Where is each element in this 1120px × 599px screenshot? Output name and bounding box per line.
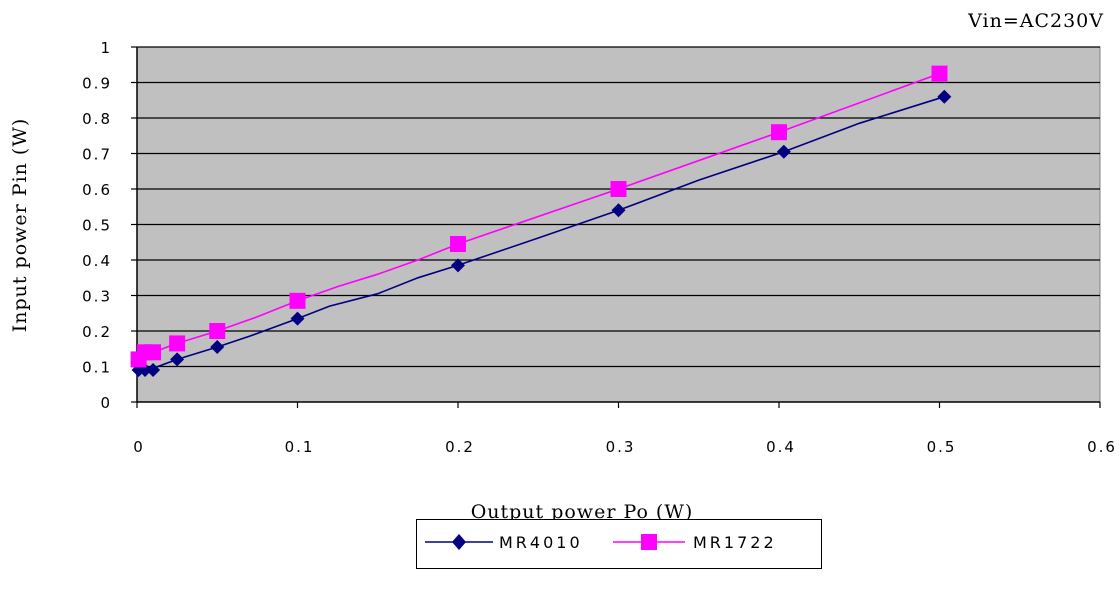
x-axis-label: Output power Po (W) (471, 501, 694, 523)
y-tick-label: 0.1 (82, 359, 112, 377)
data-point (931, 65, 948, 82)
y-axis-label: Input power Pin (W) (9, 118, 31, 333)
y-tick-label: 0.9 (82, 75, 112, 93)
series-group (130, 65, 952, 378)
data-point (209, 323, 226, 339)
y-tick-label: 0.3 (82, 288, 112, 306)
legend-item-mr1722: MR1722 (613, 533, 777, 552)
data-point (610, 181, 627, 197)
gridlines (137, 46, 1100, 368)
axes: 0 0.1 0.2 0.3 0.4 0.5 0.6 0.7 0.8 0.9 1 0 0.1 0.2 0.3 0… (82, 39, 1117, 456)
condition-note: Vin=AC230V (968, 10, 1104, 32)
series-line-mr4010 (138, 95, 945, 371)
diamond-marker-icon (452, 534, 466, 550)
legend-label-mr4010: MR4010 (499, 533, 583, 552)
y-tick-label: 1 (100, 39, 112, 57)
square-marker-icon (641, 534, 657, 550)
data-point (937, 89, 952, 104)
legend-label-mr1722: MR1722 (693, 533, 777, 552)
y-tick-label: 0.5 (82, 217, 112, 235)
data-point (450, 236, 466, 253)
y-tick-label: 0.8 (82, 110, 112, 128)
x-tick-label: 0.4 (766, 438, 796, 456)
x-tick-label: 0.6 (1087, 438, 1117, 456)
y-tick-label: 0.2 (82, 323, 112, 341)
y-tick-label: 0 (100, 394, 112, 412)
y-tick-label: 0.4 (82, 252, 112, 270)
data-point (170, 352, 185, 367)
x-tick-label: 0.1 (285, 438, 315, 456)
x-tick-label: 0.5 (927, 438, 957, 456)
x-tick-label: 0.3 (606, 438, 636, 456)
data-point (451, 258, 465, 273)
x-tick-label: 0 (133, 438, 145, 456)
data-point (771, 124, 787, 141)
data-point (169, 335, 186, 352)
y-tick-label: 0.7 (82, 146, 112, 164)
x-tick-label: 0.2 (445, 438, 475, 456)
data-point (210, 339, 225, 354)
data-point (289, 292, 306, 309)
data-point (290, 311, 305, 326)
data-point (776, 144, 791, 159)
legend-item-mr4010: MR4010 (425, 533, 583, 552)
data-point (146, 363, 161, 378)
data-point (611, 203, 626, 218)
data-point (145, 344, 162, 361)
y-tick-label: 0.6 (82, 181, 112, 199)
legend: MR4010 MR1722 (416, 519, 822, 569)
